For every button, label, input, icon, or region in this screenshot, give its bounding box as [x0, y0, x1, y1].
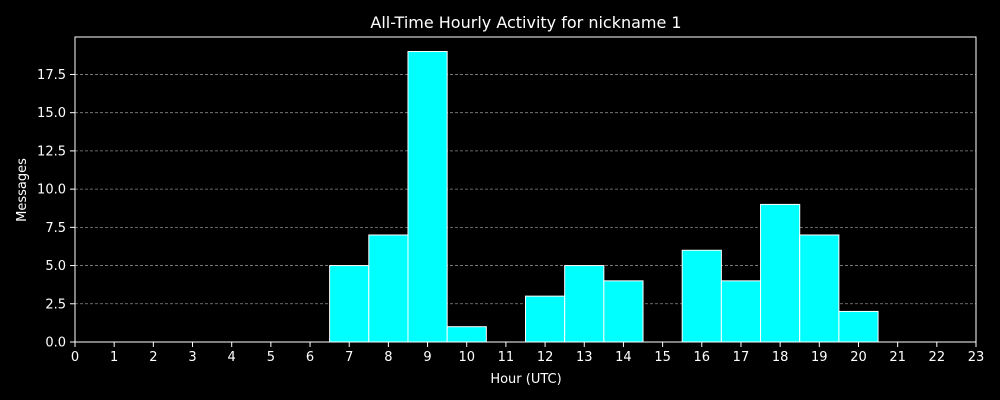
x-tick-label: 22 — [929, 350, 946, 365]
x-tick-label: 4 — [228, 350, 236, 365]
x-tick-label: 17 — [733, 350, 750, 365]
x-tick-label: 5 — [267, 350, 275, 365]
x-tick-label: 20 — [850, 350, 867, 365]
x-tick-label: 13 — [576, 350, 593, 365]
x-tick-label: 12 — [537, 350, 554, 365]
y-tick-label: 12.5 — [37, 144, 66, 159]
bar-hour-20 — [838, 310, 879, 343]
x-tick-label: 18 — [772, 350, 789, 365]
x-tick-label: 23 — [968, 350, 985, 365]
y-axis-label: Messages — [15, 158, 30, 222]
bar-hour-7 — [329, 265, 370, 343]
y-tick-label: 5.0 — [45, 259, 66, 274]
y-tick-label: 2.5 — [45, 297, 66, 312]
x-tick-label: 6 — [306, 350, 314, 365]
bar-hour-12 — [525, 295, 566, 343]
x-tick-label: 1 — [110, 350, 118, 365]
x-tick-label: 21 — [889, 350, 906, 365]
bar-hour-9 — [407, 51, 448, 343]
bar-hour-13 — [564, 265, 605, 343]
bar-hour-10 — [446, 326, 487, 343]
x-tick-label: 9 — [423, 350, 431, 365]
x-axis-label: Hour (UTC) — [490, 372, 561, 387]
x-tick-label: 19 — [811, 350, 828, 365]
y-tick-label: 0.0 — [45, 336, 66, 351]
x-tick-label: 14 — [615, 350, 632, 365]
y-tick-label: 7.5 — [45, 221, 66, 236]
x-tick-label: 8 — [384, 350, 392, 365]
bar-hour-19 — [799, 234, 840, 343]
chart-title: All-Time Hourly Activity for nickname 1 — [370, 13, 681, 32]
x-tick-label: 10 — [458, 350, 475, 365]
y-tick-label: 15.0 — [37, 106, 66, 121]
x-tick-label: 0 — [71, 350, 79, 365]
x-tick-label: 2 — [149, 350, 157, 365]
grid-lines — [75, 74, 976, 305]
y-axis-ticks: 0.0 2.5 5.0 7.5 10.0 12.5 15.0 17.5 — [37, 68, 75, 351]
y-tick-label: 17.5 — [37, 68, 66, 83]
x-axis-ticks: 0 1 2 3 4 5 6 7 8 9 10 11 12 13 14 15 16 17 18 19 20 21 22 23 — [71, 342, 984, 365]
x-tick-label: 16 — [694, 350, 711, 365]
x-tick-label: 15 — [654, 350, 671, 365]
bar-hour-16 — [681, 249, 722, 343]
x-tick-label: 11 — [498, 350, 515, 365]
bar-hour-8 — [368, 234, 409, 343]
bar-hour-14 — [603, 280, 644, 343]
bar-hour-18 — [760, 203, 801, 343]
bar-hour-17 — [720, 280, 762, 343]
x-tick-label: 3 — [188, 350, 196, 365]
x-tick-label: 7 — [345, 350, 353, 365]
y-tick-label: 10.0 — [37, 183, 66, 198]
